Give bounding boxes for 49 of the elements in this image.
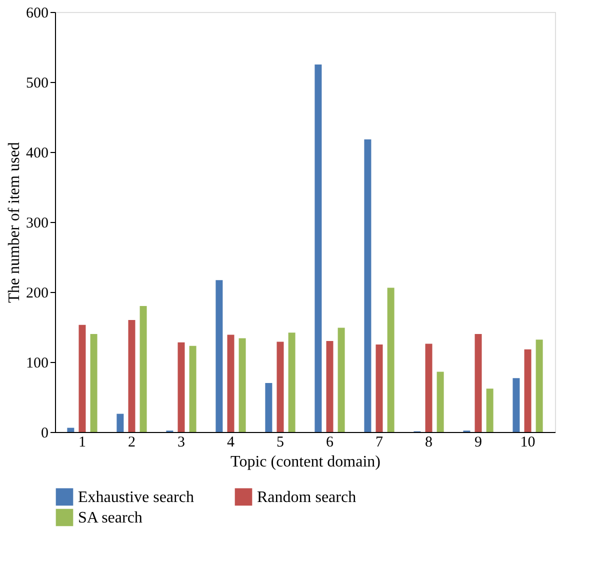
x-tick-label: 3 — [177, 434, 185, 450]
x-tick-label: 6 — [326, 434, 334, 450]
bar — [128, 320, 136, 432]
bar — [67, 428, 74, 432]
bar — [425, 344, 432, 432]
x-tick-label: 1 — [78, 434, 86, 450]
bar — [512, 378, 520, 432]
legend-label: Random search — [257, 488, 356, 506]
x-tick-label: 7 — [376, 434, 384, 450]
x-tick-label: 5 — [276, 434, 284, 450]
bar — [227, 334, 234, 432]
bar — [436, 372, 444, 432]
x-tick-label: 10 — [520, 434, 536, 450]
y-tick-label: 200 — [26, 286, 48, 302]
y-tick-label: 300 — [26, 216, 48, 232]
bar — [524, 349, 532, 432]
y-axis-title: The number of item used — [6, 142, 23, 303]
x-tick-label: 2 — [128, 434, 136, 450]
bar — [314, 64, 322, 432]
y-tick-label: 500 — [26, 76, 48, 92]
bar — [78, 324, 86, 432]
bar — [178, 342, 185, 432]
bar — [536, 340, 543, 432]
y-tick-label: 600 — [26, 6, 48, 22]
bar — [376, 344, 383, 432]
bar — [288, 332, 296, 432]
x-axis-title: Topic (content domain) — [230, 454, 380, 470]
legend-label: Exhaustive search — [78, 488, 194, 506]
bar — [90, 334, 98, 432]
bar — [486, 388, 494, 432]
bar — [326, 341, 334, 432]
x-tick-label: 4 — [226, 434, 235, 450]
bar — [189, 346, 196, 432]
y-tick-label: 400 — [26, 146, 48, 162]
bar — [387, 288, 394, 432]
y-tick-label: 100 — [26, 356, 48, 372]
x-tick-label: 9 — [474, 434, 482, 450]
legend-label: SA search — [78, 510, 142, 526]
x-tick-label: 8 — [425, 434, 433, 450]
bar — [140, 306, 147, 432]
bar — [265, 383, 272, 432]
bar — [364, 139, 372, 432]
bar — [238, 338, 246, 432]
bar — [474, 334, 482, 432]
bar — [276, 342, 284, 432]
bar — [216, 280, 223, 432]
y-tick-label: 0 — [41, 426, 48, 442]
bar — [338, 328, 345, 432]
bar — [116, 414, 124, 432]
